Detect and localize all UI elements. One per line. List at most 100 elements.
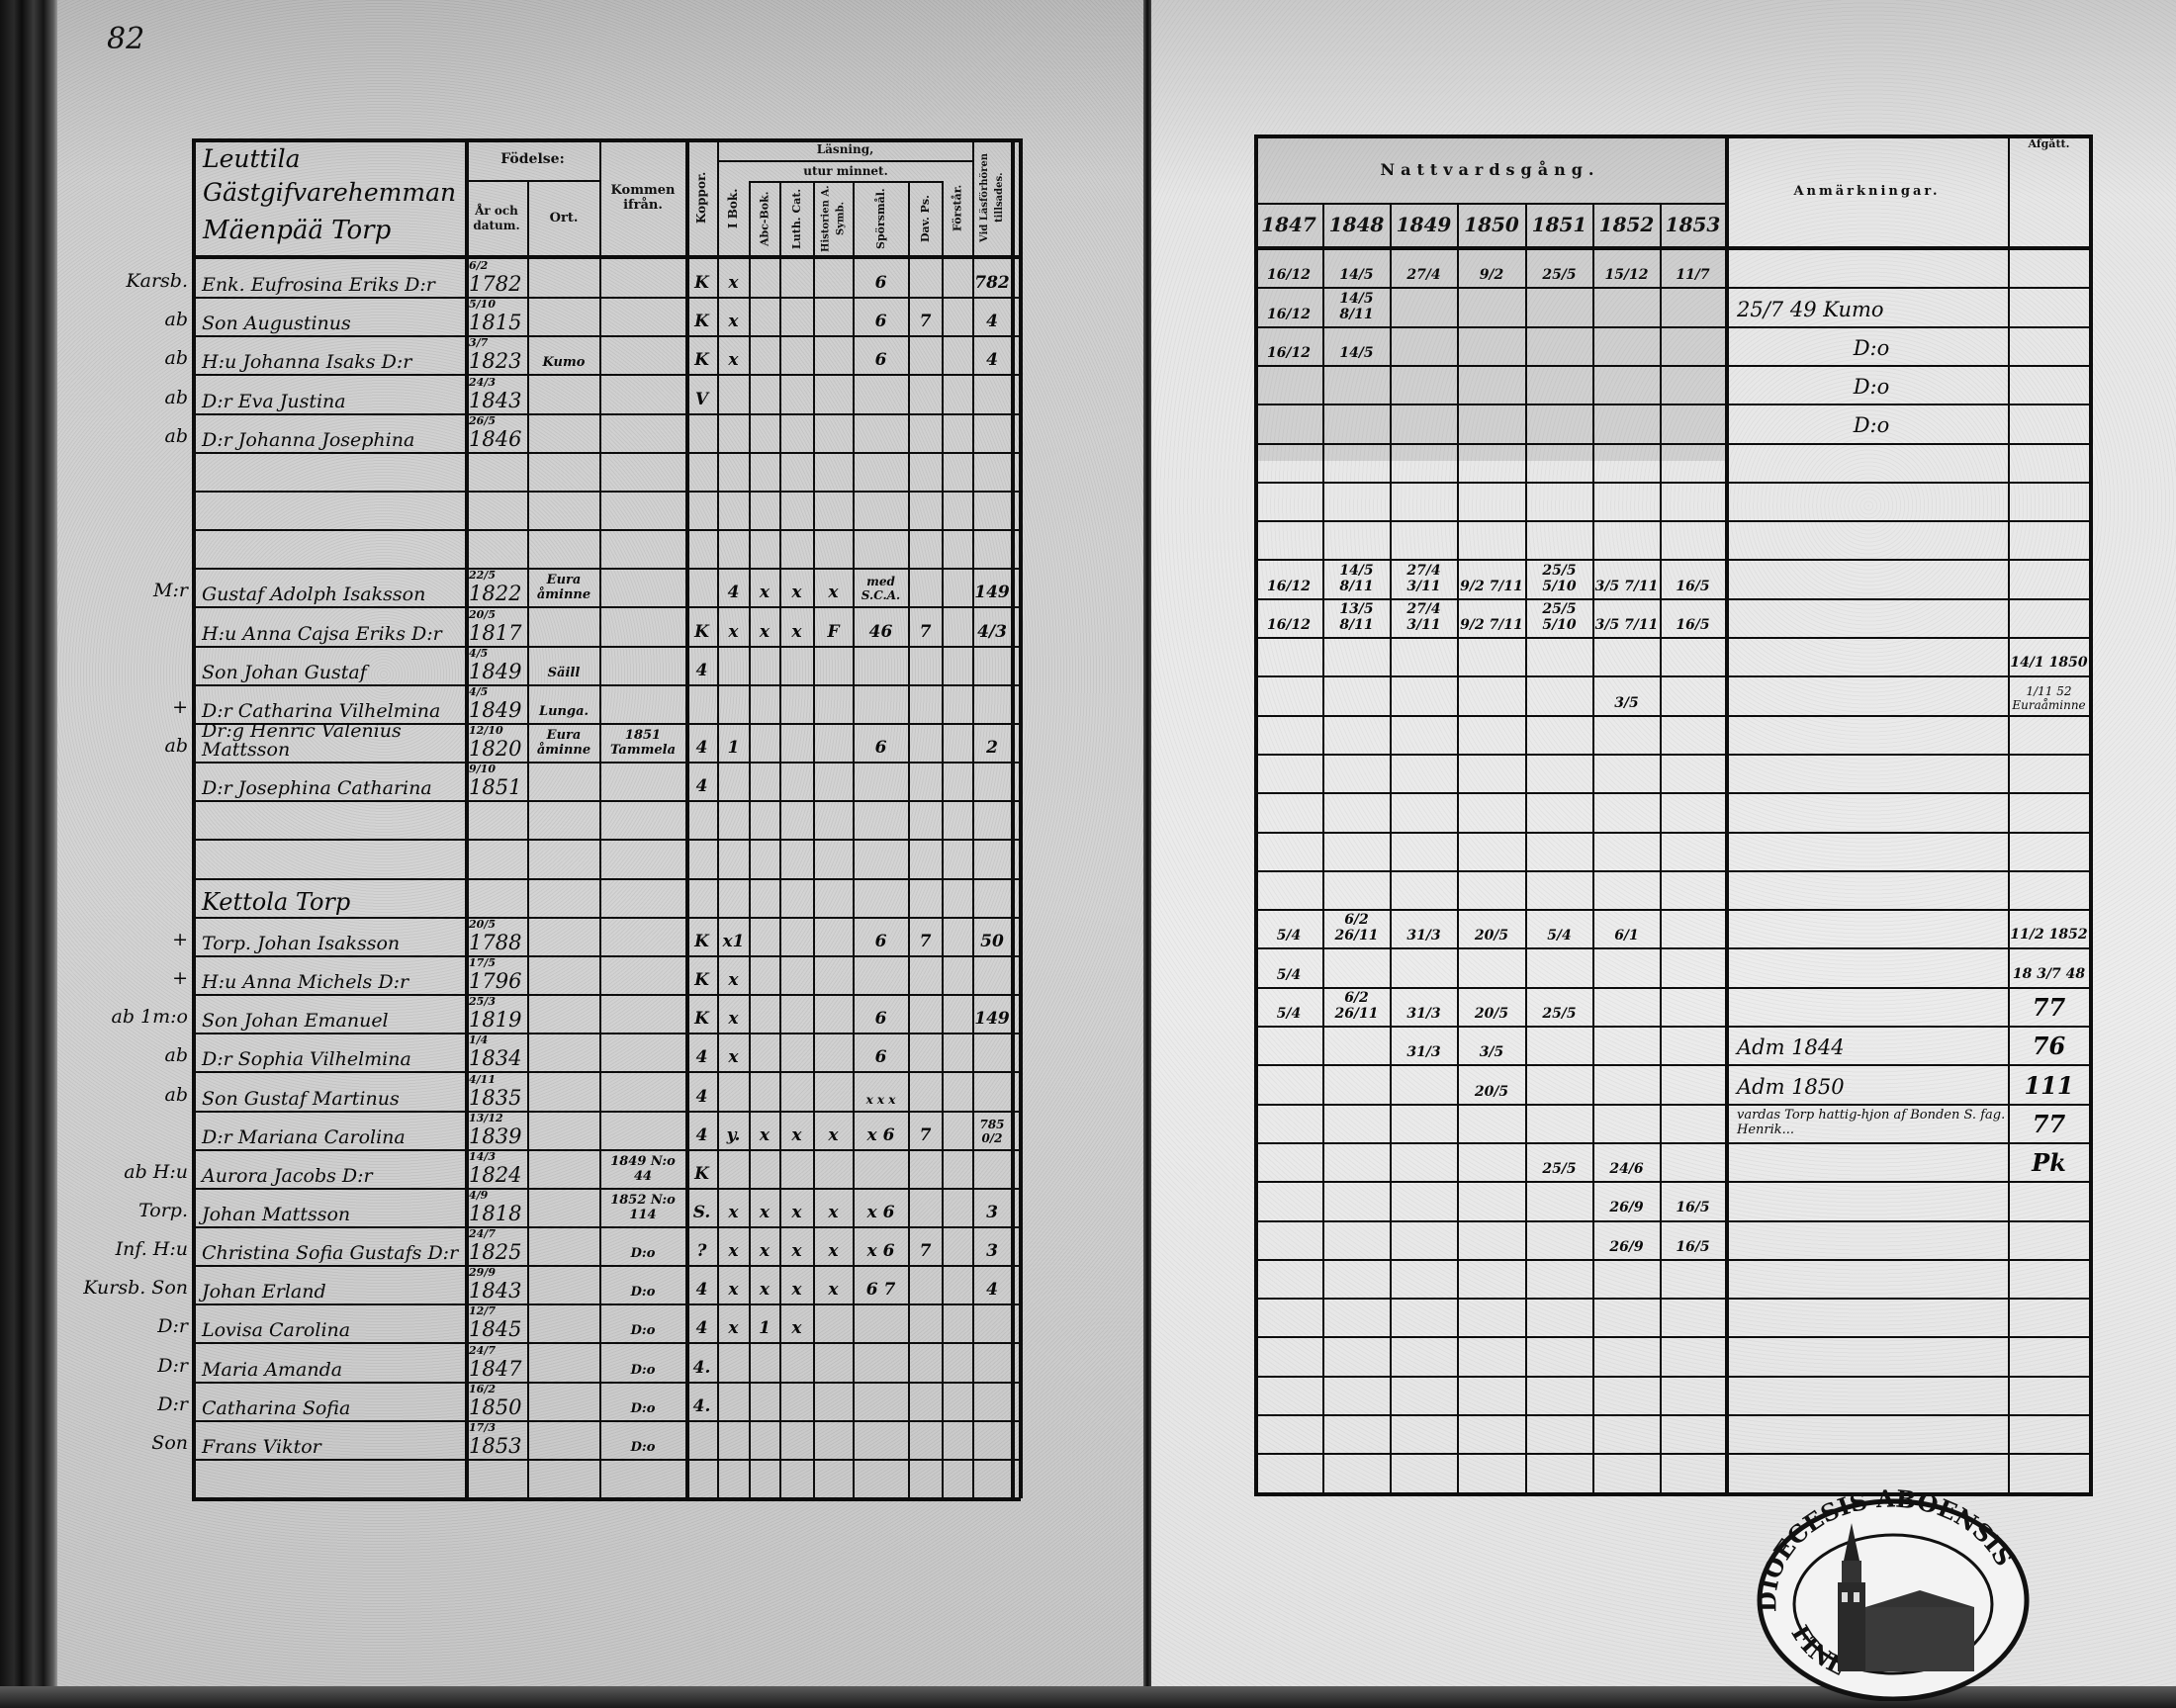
person-name: Maria Amanda — [202, 1358, 343, 1381]
reading-mark-spors: 6 — [874, 1009, 887, 1030]
book-gutter — [1143, 0, 1151, 1708]
grid-line-horizontal — [192, 335, 1021, 337]
grid-line-vertical — [1390, 203, 1392, 1493]
person-name: D:r Sophia Vilhelmina — [202, 1048, 411, 1071]
communion-date: 20/5 — [1474, 928, 1509, 944]
reading-mark-ibok: x — [728, 1280, 739, 1301]
birth-year: 1796 — [469, 969, 522, 994]
reading-mark-hist: x — [828, 1241, 839, 1262]
person-name: Torp. Johan Isaksson — [202, 932, 401, 954]
grid-line-horizontal — [192, 646, 1021, 648]
came-from: D:o — [630, 1400, 656, 1416]
grid-line-horizontal — [465, 180, 599, 182]
grid-line-horizontal — [1254, 637, 2093, 639]
remark: D:o — [1853, 335, 1890, 360]
margin-note: + — [172, 928, 188, 950]
grid-line-vertical — [1254, 135, 1258, 1493]
birth-year: 1818 — [469, 1201, 522, 1225]
reading-mark-vid: 4 — [986, 1280, 998, 1301]
communion-date: 25/5 — [1542, 267, 1577, 284]
reading-mark-koppor: ? — [696, 1241, 707, 1262]
reading-mark-vid: 785 0/2 — [979, 1117, 1005, 1145]
grid-line-horizontal — [1254, 987, 2093, 989]
header-ort: Ort. — [549, 211, 579, 225]
grid-line-vertical — [1725, 135, 1729, 1493]
birth-year: 1846 — [469, 426, 522, 451]
birth-day-month: 4/11 — [469, 1072, 496, 1086]
communion-date: 20/5 — [1474, 1005, 1509, 1022]
grid-line-horizontal — [1254, 365, 2093, 367]
remark: vardas Torp hattig-hjon af Bonden S. fag… — [1737, 1108, 2006, 1138]
grid-line-horizontal — [192, 955, 1021, 957]
birth-day-month: 13/12 — [469, 1111, 503, 1124]
grid-line-horizontal — [1254, 287, 2093, 289]
reading-mark-koppor: V — [694, 389, 709, 409]
right-page-shadow — [1254, 135, 1725, 461]
grid-line-horizontal — [192, 1342, 1021, 1344]
communion-date: 25/5 5/10 — [1542, 600, 1577, 633]
communion-date: 26/9 — [1609, 1238, 1644, 1255]
grid-line-horizontal — [1254, 715, 2093, 717]
reading-mark-luth: x — [791, 1318, 802, 1339]
grid-line-vertical — [717, 138, 719, 1499]
margin-note: Son — [151, 1431, 188, 1454]
margin-note: Inf. H:u — [115, 1238, 188, 1261]
reading-mark-koppor: 4. — [692, 1357, 711, 1378]
grid-line-horizontal — [1254, 246, 2093, 250]
reading-mark-luth: x — [791, 1202, 802, 1222]
reading-mark-ibok: y. — [726, 1124, 741, 1145]
grid-line-horizontal — [1254, 1220, 2093, 1222]
grid-line-horizontal — [1254, 443, 2093, 445]
grid-line-horizontal — [192, 138, 1021, 142]
header-kommen-ifran: Kommen ifrån. — [610, 182, 676, 213]
grid-line-horizontal — [192, 1497, 1021, 1501]
communion-date: 27/4 3/11 — [1406, 562, 1441, 594]
reading-mark-vid: 4/3 — [977, 621, 1007, 642]
reading-mark-luth: x — [791, 1241, 802, 1262]
grid-line-vertical — [1457, 203, 1459, 1493]
grid-line-vertical — [685, 138, 689, 1499]
birth-place: Eura åminne — [536, 728, 591, 759]
left-page — [57, 0, 1145, 1686]
reading-mark-spors: x 6 — [866, 1241, 895, 1262]
birth-date: 17/3 1853 — [467, 1421, 526, 1458]
birth-year: 1815 — [469, 311, 522, 335]
communion-date: 6/2 26/11 — [1334, 912, 1379, 944]
birth-day-month: 5/10 — [469, 298, 496, 312]
header-utur-minnet: utur minnet. — [803, 163, 888, 178]
grid-line-horizontal — [1254, 909, 2093, 911]
reading-mark-luth: x — [791, 1124, 802, 1145]
reading-mark-ibok: x — [728, 970, 739, 991]
reading-mark-koppor: 4 — [695, 776, 708, 797]
birth-date: 6/2 1782 — [467, 259, 526, 297]
communion-date: 3/5 7/11 — [1594, 616, 1659, 633]
grid-line-horizontal — [717, 160, 972, 162]
communion-date: 24/6 — [1609, 1161, 1644, 1178]
margin-note: Karsb. — [126, 270, 188, 293]
birth-date: 3/7 1823 — [467, 336, 526, 374]
reading-mark-luth: x — [791, 583, 802, 603]
margin-note: Kursb. Son — [83, 1277, 188, 1300]
grid-line-horizontal — [192, 491, 1021, 493]
grid-line-horizontal — [1254, 326, 2093, 328]
birth-year: 1849 — [469, 697, 522, 722]
birth-day-month: 22/5 — [469, 569, 496, 583]
birth-year: 1823 — [469, 349, 522, 374]
grid-line-horizontal — [192, 878, 1021, 880]
grid-line-horizontal — [1254, 754, 2093, 756]
grid-line-horizontal — [192, 917, 1021, 919]
birth-date: 9/10 1851 — [467, 763, 526, 800]
remark: 25/7 49 Kumo — [1737, 297, 1884, 321]
grid-line-horizontal — [192, 800, 1021, 802]
header-year: 1847 — [1261, 213, 1316, 236]
came-from: D:o — [630, 1285, 656, 1301]
departure-note: 76 — [2032, 1032, 2066, 1061]
grid-line-horizontal — [1254, 1298, 2093, 1300]
birth-date: 1/4 1834 — [467, 1034, 526, 1071]
grid-line-horizontal — [1254, 598, 2093, 600]
communion-date: 31/3 — [1406, 928, 1441, 944]
birth-day-month: 17/3 — [469, 1420, 496, 1434]
margin-note: ab — [164, 347, 189, 370]
reading-mark-vid: 149 — [974, 583, 1010, 603]
communion-date: 16/5 — [1676, 616, 1710, 633]
